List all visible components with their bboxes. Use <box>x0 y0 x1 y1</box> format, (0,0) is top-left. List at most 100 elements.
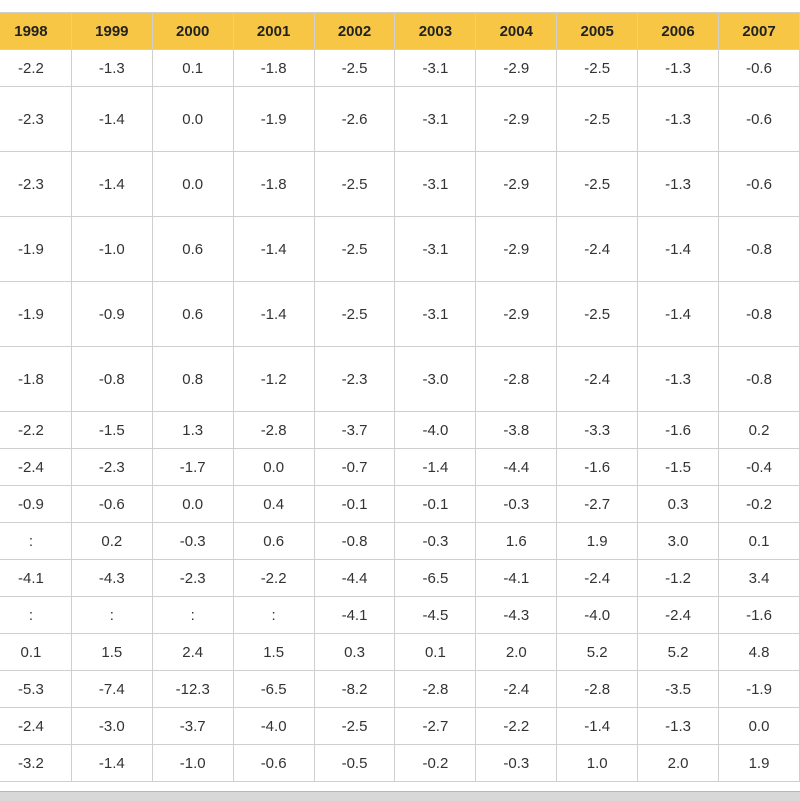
table-cell: 0.1 <box>394 633 477 671</box>
table-cell: -0.9 <box>70 281 153 347</box>
table-cell: -2.4 <box>556 346 639 412</box>
table-cell: -2.8 <box>394 670 477 708</box>
table-row: -2.4 -2.3 -1.7 0.0 -0.7 -1.4 -4.4 -1.6 -1.5 -0.4 <box>0 448 800 486</box>
table-cell: 2.0 <box>637 744 720 782</box>
table-cell: -3.2 <box>0 744 72 782</box>
table-cell: 1.5 <box>70 633 153 671</box>
table-cell: -2.8 <box>475 346 558 412</box>
table-cell: -2.8 <box>232 411 315 449</box>
table-cell: -2.9 <box>475 151 558 217</box>
table-cell: -1.8 <box>232 49 315 87</box>
column-header-1999: 1999 <box>70 12 153 50</box>
table-cell: : <box>151 596 234 634</box>
table-cell: -2.2 <box>475 707 558 745</box>
table-cell: -2.7 <box>394 707 477 745</box>
table-cell: -2.2 <box>232 559 315 597</box>
table-cell: -4.4 <box>313 559 396 597</box>
table-cell: 3.0 <box>637 522 720 560</box>
table-cell: 0.3 <box>637 485 720 523</box>
table-cell: -2.4 <box>637 596 720 634</box>
table-cell: : <box>70 596 153 634</box>
column-header-2006: 2006 <box>637 12 720 50</box>
table-cell: -2.5 <box>556 49 639 87</box>
table-cell: -0.8 <box>313 522 396 560</box>
table-cell: -2.9 <box>475 216 558 282</box>
table-cell: -3.1 <box>394 281 477 347</box>
column-header-2001: 2001 <box>232 12 315 50</box>
table-cell: -1.4 <box>232 216 315 282</box>
table-cell: 1.6 <box>475 522 558 560</box>
table-row: 0.1 1.5 2.4 1.5 0.3 0.1 2.0 5.2 5.2 4.8 <box>0 633 800 671</box>
table-cell: -1.3 <box>637 707 720 745</box>
table-cell: -0.6 <box>718 49 800 87</box>
table-cell: -1.9 <box>718 670 800 708</box>
table-cell: -0.3 <box>394 522 477 560</box>
table-cell: -0.8 <box>718 281 800 347</box>
table-cell: -2.4 <box>0 448 72 486</box>
table-cell: -3.1 <box>394 49 477 87</box>
table-cell: -1.4 <box>394 448 477 486</box>
table-cell: -1.9 <box>232 86 315 152</box>
table-cell: -6.5 <box>394 559 477 597</box>
table-cell: -1.7 <box>151 448 234 486</box>
deficit-table: 1998 1999 2000 2001 2002 2003 2004 2005 2006 2007… <box>0 12 800 782</box>
table-cell: -2.3 <box>0 151 72 217</box>
table-cell: -0.4 <box>718 448 800 486</box>
table-cell: -1.4 <box>70 151 153 217</box>
table-cell: -4.0 <box>556 596 639 634</box>
column-header-2003: 2003 <box>394 12 477 50</box>
data-table-container: 1998 1999 2000 2001 2002 2003 2004 2005 2006 2007… <box>0 12 800 782</box>
table-cell: -1.9 <box>0 216 72 282</box>
table-row: -0.9 -0.6 0.0 0.4 -0.1 -0.1 -0.3 -2.7 0.3 -0.2 <box>0 485 800 523</box>
table-cell: -4.0 <box>394 411 477 449</box>
table-cell: 1.5 <box>232 633 315 671</box>
table-cell: -1.2 <box>637 559 720 597</box>
table-cell: -0.1 <box>394 485 477 523</box>
table-row: :0.2 -0.3 0.6 -0.8 -0.3 1.6 1.9 3.0 0.1 <box>0 522 800 560</box>
table-cell: -1.5 <box>637 448 720 486</box>
table-cell: 2.4 <box>151 633 234 671</box>
table-cell: -3.0 <box>394 346 477 412</box>
table-cell: 0.0 <box>151 485 234 523</box>
table-cell: -2.5 <box>313 281 396 347</box>
table-cell: -1.2 <box>232 346 315 412</box>
table-cell: -0.8 <box>718 346 800 412</box>
table-cell: 1.9 <box>556 522 639 560</box>
table-cell: -1.0 <box>70 216 153 282</box>
table-cell: 0.2 <box>718 411 800 449</box>
table-cell: -2.5 <box>556 281 639 347</box>
table-cell: : <box>0 596 72 634</box>
table-cell: -2.9 <box>475 281 558 347</box>
table-cell: 0.6 <box>151 281 234 347</box>
table-cell: 0.2 <box>70 522 153 560</box>
table-cell: -2.9 <box>475 86 558 152</box>
table-cell: -2.4 <box>556 559 639 597</box>
table-row: -3.2 -1.4 -1.0 -0.6 -0.5 -0.2 -0.3 1.0 2.0 1.9 <box>0 744 800 782</box>
table-cell: -0.6 <box>718 86 800 152</box>
table-cell: -3.5 <box>637 670 720 708</box>
table-row: -5.3 -7.4 -12.3 -6.5 -8.2 -2.8 -2.4 -2.8 -3.5 -1.… <box>0 670 800 708</box>
table-cell: -0.5 <box>313 744 396 782</box>
table-cell: 5.2 <box>556 633 639 671</box>
table-cell: -2.4 <box>0 707 72 745</box>
column-header-2002: 2002 <box>313 12 396 50</box>
table-cell: 0.6 <box>232 522 315 560</box>
table-cell: -1.4 <box>637 281 720 347</box>
table-cell: -1.4 <box>232 281 315 347</box>
table-cell: -3.7 <box>151 707 234 745</box>
table-cell: 0.8 <box>151 346 234 412</box>
table-cell: -0.3 <box>475 744 558 782</box>
table-cell: -2.3 <box>0 86 72 152</box>
table-cell: 1.0 <box>556 744 639 782</box>
table-cell: 0.0 <box>151 151 234 217</box>
table-cell: -1.3 <box>637 346 720 412</box>
table-cell: -0.8 <box>70 346 153 412</box>
table-cell: -0.2 <box>718 485 800 523</box>
table-row: -2.3 -1.4 0.0 -1.8 -2.5 -3.1 -2.9 -2.5 -1.3 -0.6 <box>0 151 800 217</box>
table-cell: 4.8 <box>718 633 800 671</box>
table-cell: -1.6 <box>718 596 800 634</box>
table-cell: -2.3 <box>313 346 396 412</box>
table-cell: 0.0 <box>718 707 800 745</box>
table-cell: -1.3 <box>637 86 720 152</box>
column-header-2005: 2005 <box>556 12 639 50</box>
